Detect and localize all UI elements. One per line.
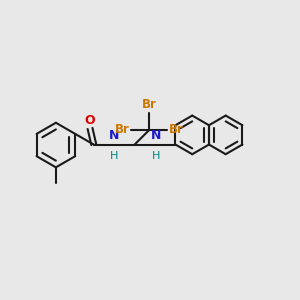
Text: O: O <box>85 114 95 127</box>
Text: H: H <box>152 151 160 161</box>
Text: H: H <box>110 151 118 161</box>
Text: Br: Br <box>169 123 184 136</box>
Text: Br: Br <box>142 98 157 111</box>
Text: N: N <box>151 129 161 142</box>
Text: Br: Br <box>115 123 129 136</box>
Text: N: N <box>108 129 119 142</box>
